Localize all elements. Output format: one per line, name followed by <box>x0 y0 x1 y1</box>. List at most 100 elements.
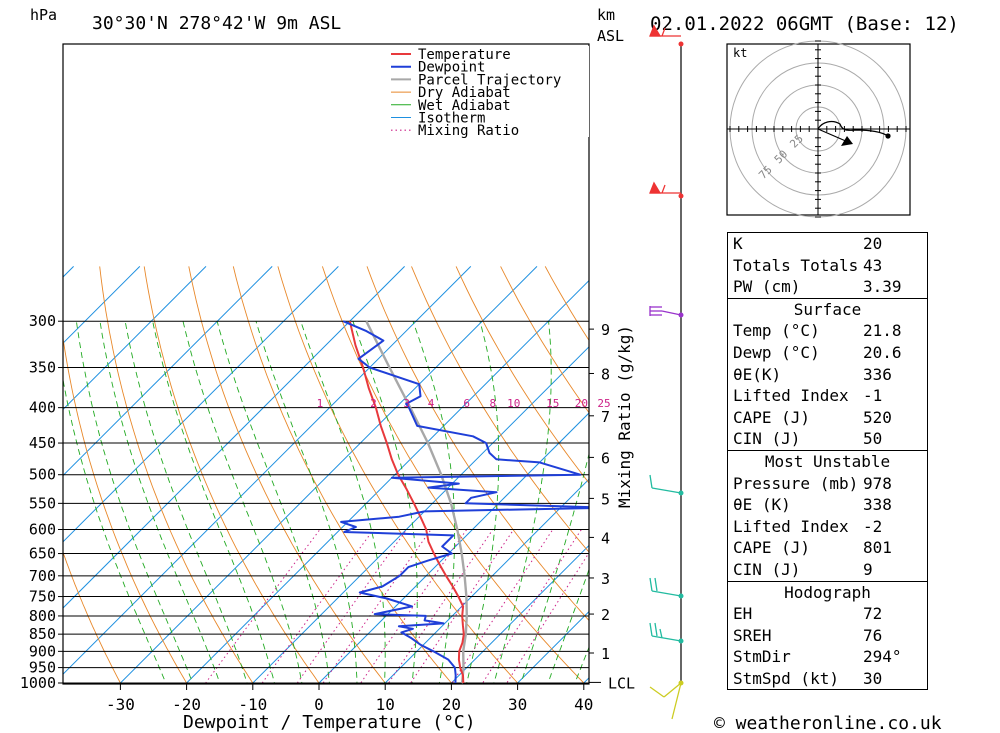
legend-label: Temperature <box>418 47 511 63</box>
stat-label: θE(K) <box>733 364 782 384</box>
stat-row: PW (cm) 3.39 <box>728 276 927 298</box>
pressure-tick-label: 900 <box>29 642 56 660</box>
isotherm-line <box>63 266 207 411</box>
legend-label: Wet Adiabat <box>418 98 511 114</box>
stat-row: θE(K) 336 <box>728 364 927 386</box>
pressure-tick-label: 500 <box>29 466 56 484</box>
wind-barb <box>649 577 682 597</box>
wet-adiabat-line <box>300 321 386 684</box>
wet-adiabat-line <box>182 321 303 684</box>
isotherm-line <box>63 266 273 477</box>
dry-adiabat-line <box>277 266 520 684</box>
stat-value: 30 <box>863 668 883 688</box>
mixing-ratio-line <box>321 529 432 684</box>
km-tick-label: 7 <box>601 408 610 426</box>
isotherm-line <box>251 346 589 684</box>
legend-label: Parcel Trajectory <box>418 72 561 88</box>
isotherm-line <box>184 279 589 684</box>
stat-row: Totals Totals 43 <box>728 255 927 277</box>
mixing-ratio-label: 25 <box>597 397 610 410</box>
stat-row: Pressure (mb) 978 <box>728 473 927 495</box>
dry-adiabat-line <box>991 266 1000 697</box>
pressure-tick-label: 600 <box>29 520 56 538</box>
wet-adiabat-line <box>574 646 589 684</box>
lcl-label: LCL <box>608 674 635 692</box>
stat-label: EH <box>733 604 753 624</box>
stat-label: K <box>733 234 743 253</box>
stat-label: StmSpd (kt) <box>733 668 839 688</box>
storm-motion-arrow <box>841 136 853 146</box>
temperature-line <box>348 320 465 684</box>
stat-row: θE (K) 338 <box>728 494 927 516</box>
stat-label: Dewp (°C) <box>733 342 820 362</box>
stat-value: 520 <box>863 407 892 427</box>
stat-value: 294° <box>863 647 902 667</box>
wet-adiabat-line <box>124 321 248 684</box>
indices-block: K 20 Totals Totals 43 PW (cm) 3.39 <box>727 232 928 299</box>
dry-adiabat-line <box>321 266 586 684</box>
km-tick-label: 4 <box>601 529 610 547</box>
isotherm-line <box>118 266 538 684</box>
stat-value: 338 <box>863 495 892 515</box>
isotherm-line <box>0 266 7 697</box>
mixing-ratio-line <box>505 551 589 684</box>
stat-label: PW (cm) <box>733 277 801 297</box>
mixing-ratio-label: 20 <box>575 397 588 410</box>
temp-tick-label: 20 <box>442 695 461 714</box>
wind-barb <box>649 24 681 37</box>
temp-tick-label: 10 <box>376 695 395 714</box>
legend-label: Dewpoint <box>418 60 485 76</box>
temp-tick-label: 40 <box>574 695 593 714</box>
stat-row: CIN (J) 9 <box>728 559 927 581</box>
dry-adiabat-line <box>500 266 589 414</box>
stat-row: SREH 76 <box>728 625 927 647</box>
stat-value: 20.6 <box>863 342 902 362</box>
indices-panel: K 20 Totals Totals 43 PW (cm) 3.39 Surface Te… <box>727 232 928 691</box>
isotherm-line <box>63 266 405 609</box>
pressure-tick-label: 350 <box>29 359 56 377</box>
stat-label: Pressure (mb) <box>733 473 859 493</box>
stat-label: CAPE (J) <box>733 538 811 558</box>
hodograph-trace <box>817 120 889 137</box>
stat-label: Totals Totals <box>733 255 859 275</box>
wind-profile <box>649 24 684 720</box>
stat-label: CIN (J) <box>733 559 801 579</box>
mixing-ratio-line <box>260 529 374 684</box>
location-label: 30°30'N 278°42'W 9m ASL <box>92 13 341 34</box>
mixing-ratio-line <box>481 529 582 684</box>
isotherm-line <box>63 266 472 675</box>
hpa-unit-label: hPa <box>30 6 57 24</box>
hodograph-stats-block: Hodograph EH 72 SREH 76 StmDir 294° StmSpd (kt… <box>727 580 928 691</box>
stat-label: Lifted Index <box>733 386 849 406</box>
pressure-tick-label: 750 <box>29 588 56 606</box>
pressure-tick-label: 800 <box>29 607 56 625</box>
stat-row: Lifted Index -1 <box>728 385 927 407</box>
mixing-ratio-label: 2 <box>370 397 377 410</box>
dry-adiabat-line <box>63 335 188 684</box>
temp-tick-label: 0 <box>314 695 324 714</box>
isotherm-line <box>317 412 589 684</box>
mixing-ratio-axis-title: Mixing Ratio (g/kg) <box>615 325 634 508</box>
isotherm-line <box>515 610 589 684</box>
km-tick-label: 1 <box>601 645 610 663</box>
x-axis-title: Dewpoint / Temperature (°C) <box>183 712 476 733</box>
pressure-tick-label: 950 <box>29 659 56 677</box>
stat-value: 20 <box>863 234 883 253</box>
mixing-ratio-label: 15 <box>546 397 559 410</box>
mixing-ratio-line <box>450 529 554 684</box>
stat-row: CAPE (J) 801 <box>728 537 927 559</box>
stat-value: 3.39 <box>863 277 902 297</box>
km-tick-label: 2 <box>601 606 610 624</box>
isotherm-line <box>63 266 339 543</box>
temp-tick-label: -30 <box>106 695 135 714</box>
stat-value: 76 <box>863 625 883 645</box>
stat-label: θE (K) <box>733 495 791 515</box>
km-unit-label: km <box>597 6 615 24</box>
wet-adiabat-line <box>352 321 418 684</box>
mixing-ratio-label: 6 <box>463 397 470 410</box>
surface-block: Surface Temp (°C) 21.8 Dewp (°C) 20.6 θE(K) 3… <box>727 297 928 451</box>
stat-row: CAPE (J) 520 <box>728 407 927 429</box>
dry-adiabat-line <box>411 266 589 553</box>
